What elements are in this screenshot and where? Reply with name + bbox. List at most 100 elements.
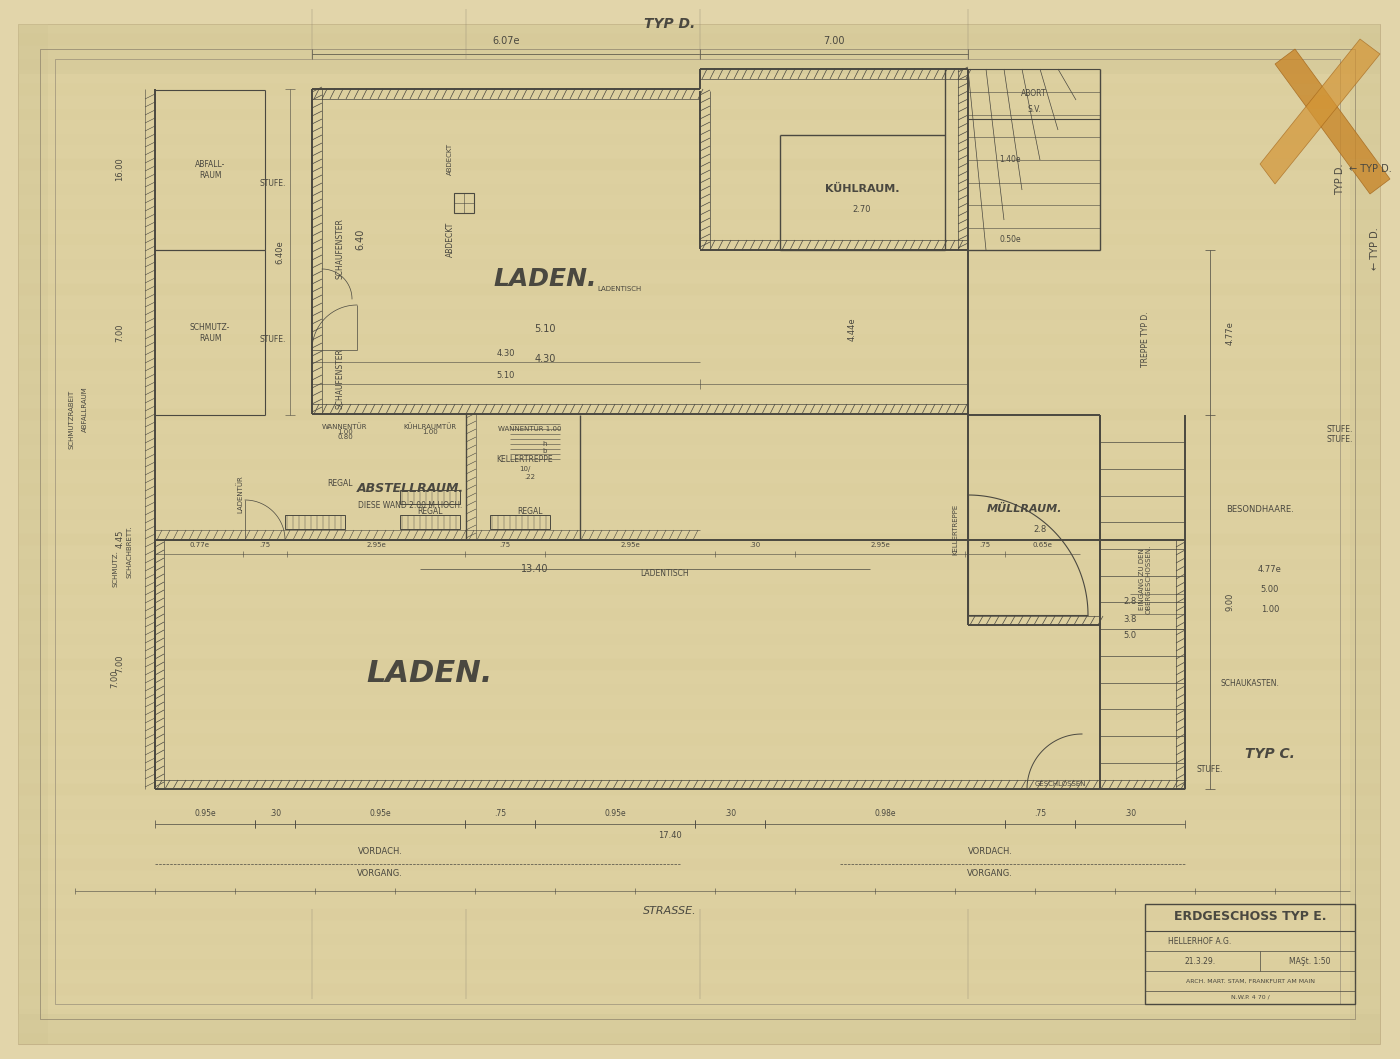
Text: 1.00: 1.00 [423, 429, 438, 435]
Text: SCHACHBRETT.: SCHACHBRETT. [127, 525, 133, 578]
Text: 7.00: 7.00 [111, 669, 119, 688]
Text: ABFALL-
RAUM: ABFALL- RAUM [195, 160, 225, 180]
Text: SCHAUFENSTER: SCHAUFENSTER [336, 218, 344, 280]
Text: 4.77e: 4.77e [1225, 321, 1235, 345]
Text: 0.77e: 0.77e [189, 542, 209, 548]
Text: REGAL: REGAL [517, 506, 543, 516]
Text: 10/: 10/ [519, 466, 531, 472]
Text: ABORT: ABORT [1021, 90, 1047, 98]
Text: 6.40: 6.40 [356, 229, 365, 250]
Bar [1145, 904, 1355, 1004]
Bar [18, 24, 48, 1044]
Text: VORDACH.: VORDACH. [357, 847, 402, 857]
Text: 0.65e: 0.65e [1033, 542, 1053, 548]
Text: MAŞt. 1:50: MAŞt. 1:50 [1289, 956, 1331, 966]
Text: 0.80: 0.80 [337, 434, 353, 439]
Text: 7.00: 7.00 [115, 654, 125, 674]
Text: b: b [543, 448, 547, 454]
Text: .22: .22 [525, 474, 535, 480]
Text: ABSTELLRAUM.: ABSTELLRAUM. [357, 483, 463, 496]
Text: ARCH. MART. STAM, FRANKFURT AM MAIN: ARCH. MART. STAM, FRANKFURT AM MAIN [1186, 979, 1315, 984]
Text: LADENTÜR: LADENTÜR [237, 475, 244, 513]
Text: .30: .30 [749, 542, 760, 548]
Text: 7.00: 7.00 [115, 324, 125, 342]
Bar [286, 515, 344, 530]
Text: REGAL: REGAL [328, 480, 353, 488]
Text: WANNENTÜR 1.00: WANNENTÜR 1.00 [498, 426, 561, 432]
Text: 2.70: 2.70 [853, 204, 871, 214]
Text: 13.40: 13.40 [521, 564, 549, 574]
Polygon shape [1275, 49, 1390, 194]
Text: 1.40e: 1.40e [1000, 155, 1021, 163]
Text: 0.95e: 0.95e [195, 809, 216, 819]
Text: ABDECKT: ABDECKT [447, 143, 454, 175]
Bar [400, 490, 461, 504]
Text: S.V.: S.V. [1028, 105, 1040, 113]
Text: STUFE.: STUFE. [260, 179, 286, 189]
Text: TYP D.: TYP D. [644, 17, 696, 31]
Text: TREPPE TYP D.: TREPPE TYP D. [1141, 311, 1149, 366]
Text: 7.00: 7.00 [823, 36, 844, 46]
Text: VORGANG.: VORGANG. [967, 869, 1014, 879]
Text: 16.00: 16.00 [115, 157, 125, 181]
Text: DIESE WAND 2.00 M HOCH.: DIESE WAND 2.00 M HOCH. [358, 502, 462, 510]
Text: ERDGESCHOSS TYP E.: ERDGESCHOSS TYP E. [1173, 911, 1326, 923]
Bar [1350, 24, 1380, 1044]
Text: 4.45: 4.45 [115, 530, 125, 549]
Text: h: h [543, 441, 547, 447]
Text: 2.95e: 2.95e [871, 542, 890, 548]
Text: 6.40e: 6.40e [276, 240, 284, 264]
Text: 2.95e: 2.95e [620, 542, 640, 548]
Text: LADEN.: LADEN. [493, 267, 596, 291]
Bar [18, 24, 1380, 74]
Text: KÜHLRAUMTÜR: KÜHLRAUMTÜR [403, 424, 456, 430]
Text: 1.00: 1.00 [337, 429, 353, 435]
Text: 21.3.29.: 21.3.29. [1184, 956, 1215, 966]
Text: 1.00: 1.00 [1261, 605, 1280, 613]
Text: BESONDHAARE.: BESONDHAARE. [1226, 504, 1294, 514]
Text: 4.44e: 4.44e [847, 318, 857, 341]
Text: .75: .75 [1035, 809, 1046, 819]
Text: 9.00: 9.00 [1225, 593, 1235, 611]
Text: 3.8: 3.8 [1123, 614, 1137, 624]
Bar [18, 1015, 1380, 1044]
Text: .30: .30 [1124, 809, 1135, 819]
Text: ABDECKT: ABDECKT [445, 221, 455, 256]
Text: HELLERHOF A.G.: HELLERHOF A.G. [1169, 936, 1232, 946]
Text: KELLERTREPPE: KELLERTREPPE [952, 503, 958, 555]
Text: LADENTISCH: LADENTISCH [641, 570, 689, 578]
Text: SCHAUKASTEN.: SCHAUKASTEN. [1221, 680, 1280, 688]
Text: EINGANG ZU DEN
OBERGESCHOSSEN.: EINGANG ZU DEN OBERGESCHOSSEN. [1138, 544, 1151, 613]
Text: MÜLLRAUM.: MÜLLRAUM. [987, 504, 1063, 514]
Text: 0.95e: 0.95e [605, 809, 626, 819]
Text: ← TYP D.: ← TYP D. [1371, 228, 1380, 270]
Text: 5.10: 5.10 [497, 372, 515, 380]
Text: VORGANG.: VORGANG. [357, 869, 403, 879]
Text: STUFE.: STUFE. [1197, 765, 1224, 773]
Bar [490, 515, 550, 530]
Text: SCHAUFENSTER: SCHAUFENSTER [336, 348, 344, 410]
Text: 0.95e: 0.95e [370, 809, 391, 819]
Text: SCHMUTZRABEIT: SCHMUTZRABEIT [69, 390, 76, 449]
Text: VORDACH.: VORDACH. [967, 847, 1012, 857]
Text: KÜHLRAUM.: KÜHLRAUM. [825, 184, 899, 194]
Text: LADENTISCH: LADENTISCH [598, 286, 643, 292]
Text: 2.95e: 2.95e [367, 542, 386, 548]
Text: STRASSE.: STRASSE. [643, 907, 697, 916]
Text: 5.10: 5.10 [535, 324, 556, 334]
Text: SCHMUTZ-
RAUM: SCHMUTZ- RAUM [190, 323, 230, 343]
Bar [55, 59, 1340, 1004]
Text: STUFE.: STUFE. [260, 335, 286, 343]
Text: .75: .75 [500, 542, 511, 548]
Text: WANNENTÜR: WANNENTÜR [322, 424, 368, 430]
Text: 0.50e: 0.50e [1000, 234, 1021, 244]
Text: 5.00: 5.00 [1261, 585, 1280, 593]
Text: N.W.P. 4 70 /: N.W.P. 4 70 / [1231, 994, 1270, 1000]
Bar [400, 515, 461, 530]
Text: 4.30: 4.30 [535, 354, 556, 364]
Text: REGAL: REGAL [417, 506, 442, 516]
Text: .75: .75 [980, 542, 991, 548]
Text: 17.40: 17.40 [658, 831, 682, 841]
Text: 5.0: 5.0 [1123, 630, 1137, 640]
Text: SCHMUTZ.: SCHMUTZ. [112, 551, 118, 588]
